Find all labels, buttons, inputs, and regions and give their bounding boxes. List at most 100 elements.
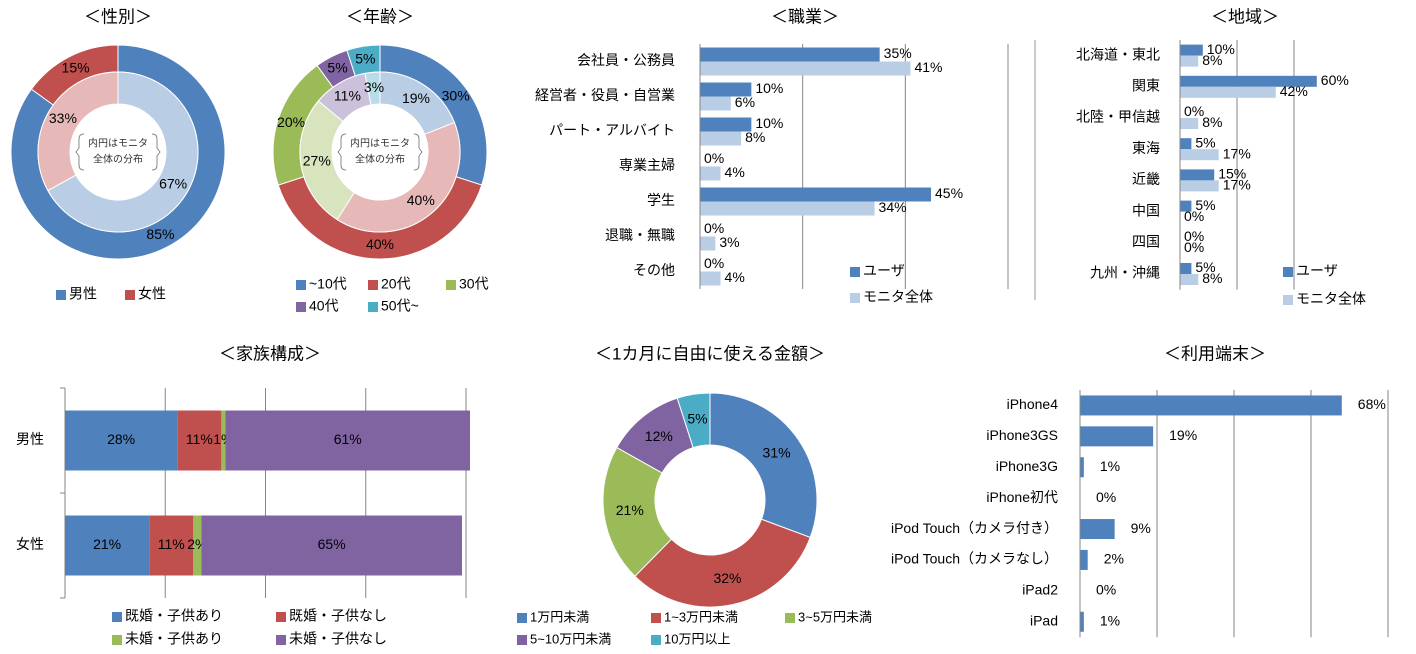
category-label: 専業主婦 xyxy=(619,157,675,173)
bar xyxy=(1180,118,1199,129)
legend-swatch xyxy=(1283,295,1293,305)
bar-segment xyxy=(201,515,462,576)
legend-label: 20代 xyxy=(381,276,411,292)
bar xyxy=(700,47,880,62)
legend-swatch xyxy=(125,290,135,300)
donut-segment xyxy=(709,392,818,539)
bar-segment xyxy=(65,410,178,471)
data-label: 85% xyxy=(146,226,174,242)
donut-segment xyxy=(634,518,811,608)
legend-label: 1万円未満 xyxy=(530,609,589,624)
bar-segment xyxy=(149,515,194,576)
category-label: 学生 xyxy=(647,192,675,208)
data-label: 5% xyxy=(1195,197,1215,213)
legend-label: ユーザ xyxy=(863,263,905,279)
data-label: 15% xyxy=(1218,166,1246,182)
category-label: 経営者・役員・自営業 xyxy=(535,87,675,103)
donut-segment xyxy=(602,446,673,577)
bar xyxy=(1180,149,1219,161)
bar-segment xyxy=(177,410,222,471)
data-label: 8% xyxy=(1202,52,1222,68)
bar xyxy=(700,187,931,202)
category-label: その他 xyxy=(633,262,675,278)
legend-swatch xyxy=(296,302,306,312)
legend-swatch xyxy=(446,280,456,290)
data-label: 10% xyxy=(755,80,783,96)
chart-title: ＜家族構成＞ xyxy=(219,344,321,363)
category-label: iPod Touch（カメラ付き） xyxy=(891,520,1058,536)
data-label: 4% xyxy=(725,269,745,285)
donut-segment xyxy=(336,121,461,233)
data-label: 32% xyxy=(713,570,741,586)
data-label: 5% xyxy=(687,411,707,427)
data-label: 30% xyxy=(442,88,470,104)
data-label: 65% xyxy=(318,536,346,552)
legend-swatch xyxy=(517,613,527,623)
data-label: 35% xyxy=(884,45,912,61)
category-label: 中国 xyxy=(1132,202,1160,218)
legend-swatch xyxy=(651,613,661,623)
legend-label: モニタ全体 xyxy=(863,289,933,305)
legend-swatch xyxy=(850,267,860,277)
category-label: 会社員・公務員 xyxy=(577,52,675,68)
legend-label: 30代 xyxy=(459,276,489,292)
data-label: 8% xyxy=(745,129,765,145)
bar xyxy=(1080,611,1084,632)
legend-swatch xyxy=(56,290,66,300)
data-label: 12% xyxy=(645,428,673,444)
category-label: 男性 xyxy=(16,431,44,447)
bar xyxy=(1080,426,1154,447)
data-label: 0% xyxy=(1184,228,1204,244)
legend-label: 5~10万円未満 xyxy=(530,631,611,646)
data-label: 11% xyxy=(158,536,185,552)
legend-label: 50代~ xyxy=(381,298,419,314)
donut-segment xyxy=(364,71,381,106)
legend-label: 未婚・子供なし xyxy=(289,631,387,647)
legend-swatch xyxy=(368,280,378,290)
legend-swatch xyxy=(651,635,661,645)
data-label: 2% xyxy=(1104,551,1124,567)
category-label: 九州・沖縄 xyxy=(1090,265,1160,281)
data-label: 19% xyxy=(402,90,430,106)
legend-label: 既婚・子供あり xyxy=(125,608,223,624)
data-label: 0% xyxy=(1184,103,1204,119)
category-label: パート・アルバイト xyxy=(549,122,675,138)
category-label: 退職・無職 xyxy=(605,227,675,243)
bar xyxy=(1080,549,1088,570)
bar xyxy=(700,271,721,286)
chart-title: ＜利用端末＞ xyxy=(1164,344,1266,363)
data-label: 4% xyxy=(725,164,745,180)
bar-segment xyxy=(65,515,150,576)
data-label: 8% xyxy=(1202,114,1222,130)
legend-label: モニタ全体 xyxy=(1296,291,1366,307)
bar xyxy=(700,61,911,76)
bar xyxy=(700,131,742,146)
category-label: iPhone3G xyxy=(996,458,1058,474)
legend-label: 女性 xyxy=(138,286,166,302)
bar xyxy=(700,96,731,111)
legend-label: 未婚・子供あり xyxy=(125,631,223,647)
data-label: 11% xyxy=(334,88,361,104)
data-label: 6% xyxy=(735,94,755,110)
category-label: 北海道・東北 xyxy=(1076,46,1160,62)
legend-swatch xyxy=(368,302,378,312)
data-label: 15% xyxy=(62,59,90,75)
bar xyxy=(1180,138,1192,150)
category-label: iPhone4 xyxy=(1007,396,1059,412)
category-label: iPad xyxy=(1030,612,1058,628)
data-label: 41% xyxy=(914,59,942,75)
donut-segment xyxy=(37,71,119,192)
data-label: 34% xyxy=(879,199,907,215)
chart-title: ＜地域＞ xyxy=(1211,7,1279,26)
bar xyxy=(1180,75,1317,87)
data-label: 28% xyxy=(107,431,135,447)
legend-swatch xyxy=(276,612,286,622)
bar xyxy=(700,166,721,181)
bar xyxy=(1180,180,1219,192)
chart-title: ＜1カ月に自由に使える金額＞ xyxy=(595,343,825,363)
legend-label: 男性 xyxy=(69,286,97,302)
chart-title: ＜職業＞ xyxy=(771,7,839,26)
legend-swatch xyxy=(850,293,860,303)
note: 全体の分布 xyxy=(93,153,143,166)
